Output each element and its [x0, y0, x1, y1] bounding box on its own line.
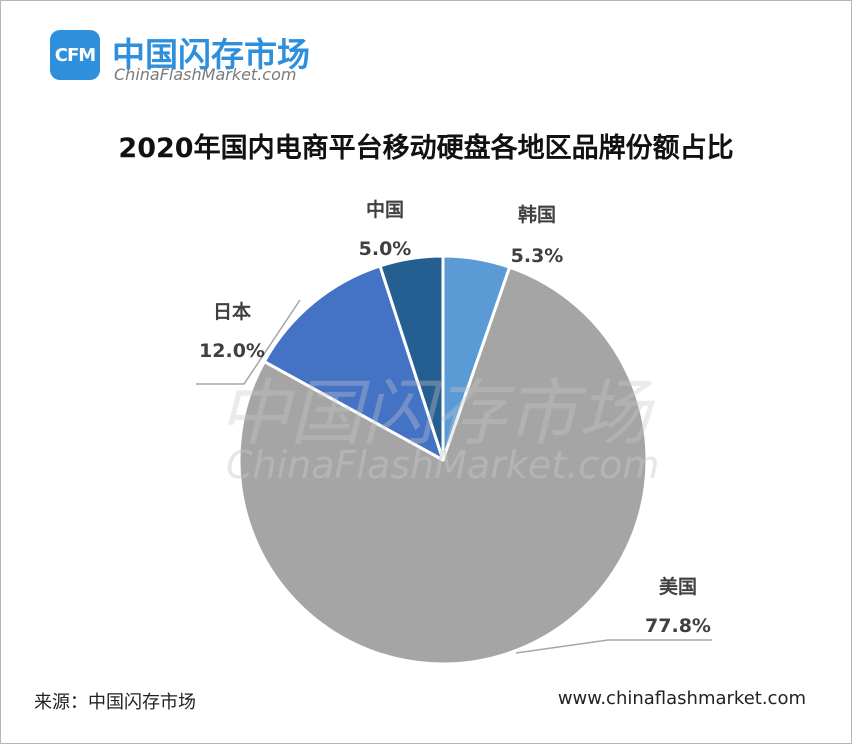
slice-name-label: 韩国 — [518, 203, 556, 226]
slice-value-label: 5.3% — [511, 245, 564, 267]
watermark-line1: 中国闪存市场 — [218, 371, 655, 455]
source-note: 来源：中国闪存市场 — [34, 692, 196, 713]
slice-name-label: 日本 — [213, 300, 251, 323]
brand-logo-icon: CFM — [50, 30, 100, 80]
brand-header: CFM 中国闪存市场 ChinaFlashMarket.com — [50, 30, 370, 90]
chart-title: 2020年国内电商平台移动硬盘各地区品牌份额占比 — [118, 133, 734, 164]
watermark-line2: ChinaFlashMarket.com — [226, 443, 659, 487]
leader-line — [196, 299, 301, 385]
slice-name-label: 美国 — [659, 575, 697, 598]
site-url: www.chinaflashmarket.com — [557, 688, 806, 709]
leader-line — [515, 639, 712, 654]
slice-value-label: 5.0% — [359, 238, 412, 260]
slice-name-label: 中国 — [366, 198, 404, 221]
pie-slice-2 — [262, 264, 445, 462]
brand-name: 中国闪存市场 — [112, 35, 310, 74]
brand-site: ChinaFlashMarket.com — [114, 65, 297, 84]
slice-value-label: 77.8% — [645, 615, 711, 637]
slice-value-label: 12.0% — [199, 340, 265, 362]
pie-slice-1 — [237, 265, 649, 666]
pie-slice-3 — [378, 254, 445, 462]
watermark: 中国闪存市场 ChinaFlashMarket.com — [218, 371, 659, 487]
